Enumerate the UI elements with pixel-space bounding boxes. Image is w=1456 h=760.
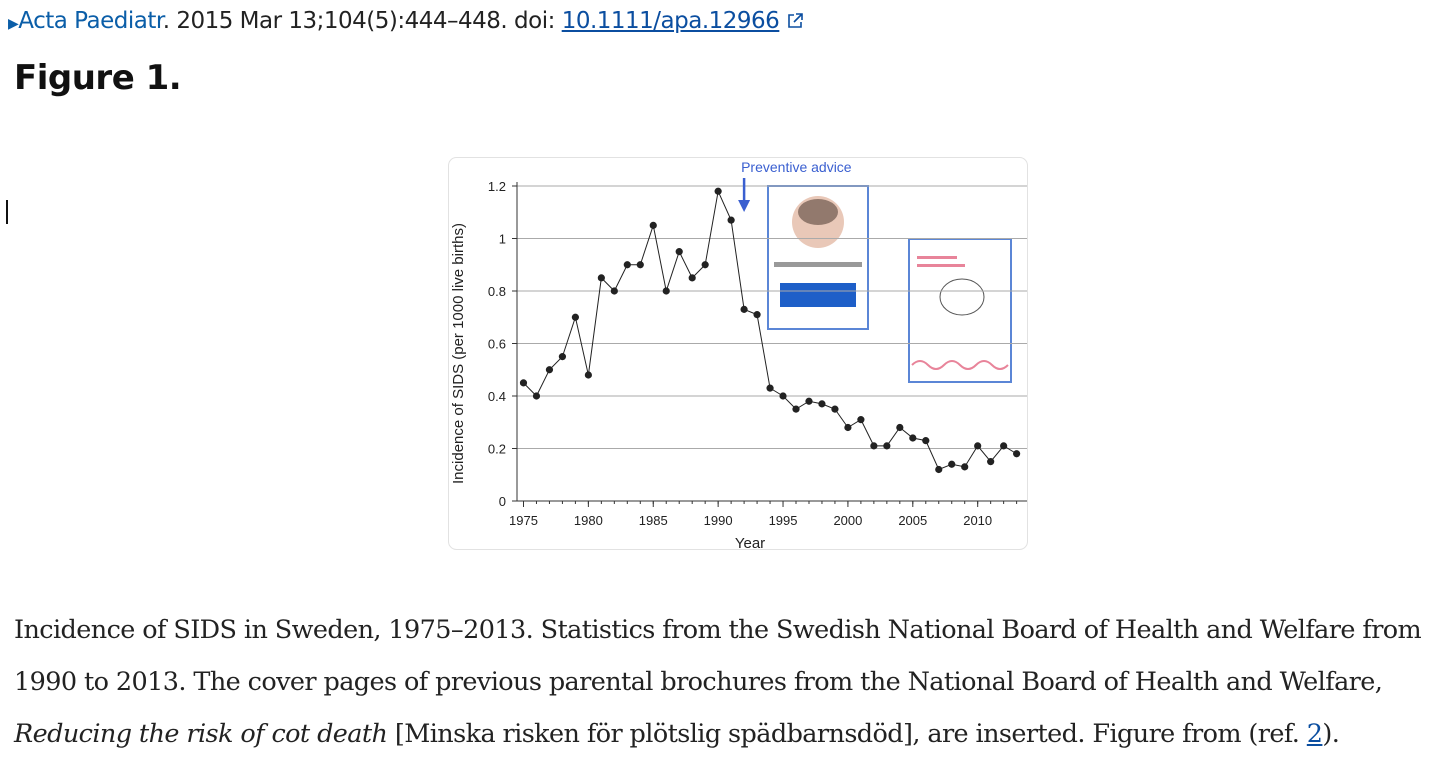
data-point	[610, 287, 618, 295]
data-point	[623, 261, 631, 269]
y-tick-label: 0.4	[488, 389, 506, 404]
x-tick-label: 1995	[769, 513, 798, 528]
doi-link[interactable]: 10.1111/apa.12966	[561, 8, 780, 34]
data-point	[662, 287, 670, 295]
data-point	[935, 465, 943, 474]
data-point	[727, 216, 735, 224]
data-point	[779, 392, 787, 400]
caption-text: Incidence of SIDS in Sweden, 1975–2013. …	[14, 615, 1422, 697]
chart-frame	[448, 157, 1028, 550]
data-point	[870, 442, 878, 450]
data-point	[688, 274, 696, 282]
x-tick-label: 2010	[963, 513, 992, 528]
figure-title: Figure 1.	[14, 58, 182, 98]
data-point	[831, 405, 839, 413]
expand-triangle[interactable]: ▶	[8, 16, 19, 32]
x-tick-label: 1985	[639, 513, 668, 528]
journal-link[interactable]: Acta Paediatr	[18, 8, 163, 34]
caption-text: [Minska risken för plötslig spädbarnsdöd…	[387, 719, 1307, 749]
x-tick-label: 1975	[509, 513, 538, 528]
y-tick-label: 1.2	[488, 179, 506, 194]
y-tick-label: 0.8	[488, 284, 506, 299]
annotation-arrowhead	[738, 200, 751, 212]
data-point	[519, 379, 528, 387]
data-point	[792, 405, 800, 413]
y-axis-label: Incidence of SIDS (per 1000 live births)	[450, 223, 467, 484]
data-point	[532, 392, 541, 400]
data-point	[558, 353, 567, 361]
x-tick-label: 1980	[574, 513, 603, 528]
data-point	[922, 437, 930, 445]
brochure-1	[767, 185, 869, 330]
brochure-2	[908, 238, 1012, 383]
figure-caption: Incidence of SIDS in Sweden, 1975–2013. …	[14, 604, 1454, 760]
y-tick-label: 0.2	[488, 442, 506, 457]
caption-italic: Reducing the risk of cot death	[14, 719, 388, 749]
y-tick-label: 0	[499, 494, 506, 509]
citation-header: ▶Acta Paediatr. 2015 Mar 13;104(5):444–4…	[8, 8, 804, 34]
data-point	[909, 434, 917, 442]
data-point	[857, 416, 865, 424]
data-point	[948, 460, 956, 468]
data-point	[883, 442, 891, 450]
data-point	[805, 397, 813, 405]
x-tick-label: 1990	[704, 513, 733, 528]
data-point	[714, 187, 722, 195]
external-icon	[788, 13, 803, 28]
x-axis-label: Year	[735, 535, 765, 552]
data-point	[740, 305, 748, 313]
annotation: Preventive advice	[741, 159, 852, 175]
data-point	[818, 400, 826, 408]
data-point	[766, 384, 774, 392]
data-point	[649, 221, 657, 229]
data-point	[974, 442, 982, 450]
y-tick-label: 1	[499, 232, 506, 247]
data-point	[675, 248, 683, 256]
data-point	[584, 371, 592, 379]
data-point	[1013, 450, 1021, 458]
x-tick-label: 2005	[898, 513, 927, 528]
data-point	[896, 423, 904, 432]
data-point	[1000, 442, 1008, 450]
data-point	[844, 423, 852, 432]
caption-text: ).	[1322, 719, 1340, 749]
data-point	[545, 366, 554, 374]
data-point	[636, 261, 644, 269]
y-tick-label: 0.6	[488, 337, 506, 352]
data-point	[701, 261, 709, 269]
citation: . 2015 Mar 13;104(5):444–448. doi:	[162, 8, 562, 34]
data-point	[961, 463, 969, 471]
x-tick-label: 2000	[833, 513, 862, 528]
data-point	[987, 458, 995, 466]
data-point	[571, 313, 579, 321]
data-point	[597, 274, 605, 282]
text-cursor	[6, 200, 8, 224]
ref-link[interactable]: 2	[1306, 719, 1323, 749]
data-point	[753, 311, 761, 319]
